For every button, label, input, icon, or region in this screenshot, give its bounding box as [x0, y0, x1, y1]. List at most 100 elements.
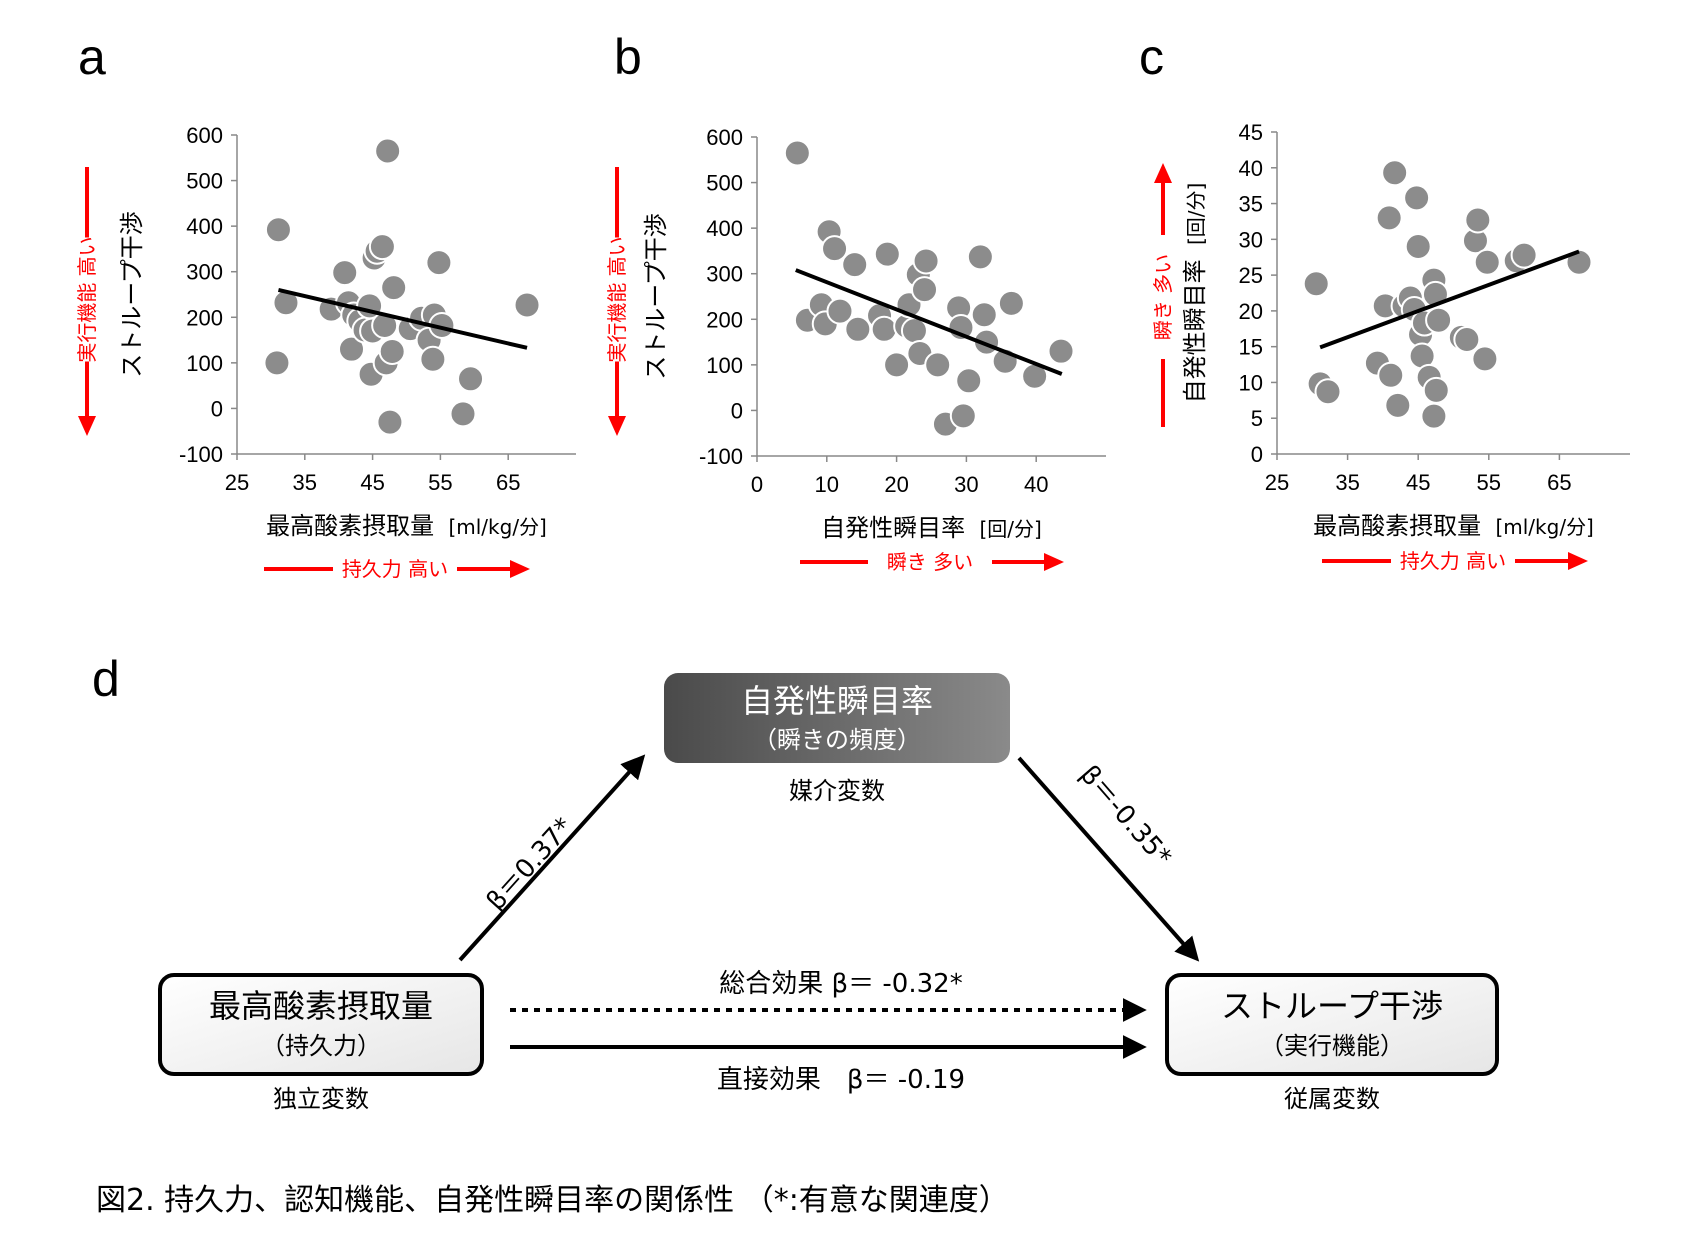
dependent-title: ストループ干渉 [1221, 987, 1443, 1025]
total-effect-label: 総合効果 β＝ -0.32* [719, 969, 962, 999]
y-axis-title: ストループ干渉 [642, 213, 670, 380]
dependent-box [1165, 973, 1499, 1076]
dependent-role: 従属変数 [1284, 1085, 1380, 1113]
data-point [1464, 206, 1492, 234]
data-point [873, 240, 901, 268]
data-point [911, 276, 939, 304]
path-b-label: β＝-0.35* [1074, 760, 1177, 872]
mediator-role: 媒介変数 [789, 777, 885, 805]
y-annotation-arrowhead [78, 416, 96, 436]
x-annotation-arrowhead [510, 560, 530, 578]
x-annotation-label: 持久力 高い [342, 557, 448, 581]
y-annotation-label: 実行機能 高い [605, 236, 629, 362]
data-point [997, 289, 1025, 317]
data-point [1403, 184, 1431, 212]
trend-line [277, 287, 528, 350]
x-annotation-arrowhead [1044, 553, 1064, 571]
y-tick-label: 600 [706, 125, 743, 150]
mediator-box [664, 673, 1010, 763]
data-point [368, 233, 396, 261]
y-tick-label: 200 [706, 307, 743, 332]
data-point [912, 247, 940, 275]
data-point [1422, 376, 1450, 404]
y-tick-label: 200 [186, 305, 223, 330]
data-point [1404, 232, 1432, 260]
x-axis-label: 最高酸素摂取量 [1313, 512, 1481, 540]
data-point [378, 337, 406, 365]
data-point [338, 335, 366, 363]
y-tick-label: 10 [1239, 370, 1263, 395]
panel-letter-b: b [614, 29, 642, 85]
x-axis-title: 最高酸素摂取量 [ml/kg/分] [1313, 512, 1594, 540]
x-tick-label: 25 [1265, 470, 1289, 495]
x-tick-label: 30 [954, 472, 978, 497]
y-annotation-label: 実行機能 高い [75, 236, 99, 362]
y-tick-label: 5 [1251, 406, 1263, 431]
y-tick-label: 300 [186, 260, 223, 285]
data-point [821, 235, 849, 263]
data-point [425, 249, 453, 277]
data-point [1375, 204, 1403, 232]
y-tick-label: 0 [1251, 442, 1263, 467]
y-tick-label: 400 [706, 216, 743, 241]
y-tick-label: 100 [186, 351, 223, 376]
x-tick-label: 10 [815, 472, 839, 497]
y-axis-title: ストループ干渉 [118, 211, 146, 378]
data-point [1047, 337, 1075, 365]
data-point [457, 365, 485, 393]
x-tick-label: 25 [225, 470, 249, 495]
x-annotation-label: 持久力 高い [1400, 549, 1506, 573]
x-tick-label: 20 [884, 472, 908, 497]
y-tick-label: 15 [1239, 335, 1263, 360]
x-annotation-label: 瞬き 多い [887, 550, 973, 574]
path-b-arrow [1017, 756, 1200, 962]
x-axis-label: 自発性瞬目率 [821, 514, 965, 542]
data-point [844, 315, 872, 343]
x-tick-label: 45 [1406, 470, 1430, 495]
data-point [449, 400, 477, 428]
panel-letter-d: d [92, 651, 120, 707]
data-point [1384, 391, 1412, 419]
x-annotation-arrowhead [1568, 552, 1588, 570]
path-a-arrow [458, 754, 646, 962]
y-annotation-arrowhead [608, 416, 626, 436]
x-annotation-bg [333, 555, 457, 583]
x-tick-label: 35 [1335, 470, 1359, 495]
x-tick-label: 35 [293, 470, 317, 495]
data-point [783, 139, 811, 167]
independent-subtitle: （持久力） [261, 1032, 381, 1060]
data-point [883, 351, 911, 379]
y-tick-label: 500 [706, 171, 743, 196]
panel-letter-a: a [78, 29, 106, 85]
data-point [1473, 248, 1501, 276]
data-point [1453, 326, 1481, 354]
scatter-chart-b: 600 500 400 300 200 100 0 -100 0 10 20 30 40 自発性瞬目率 [… [604, 125, 1106, 576]
y-tick-label: 20 [1239, 299, 1263, 324]
mediator-title: 自発性瞬目率 [741, 682, 933, 720]
data-point [841, 251, 869, 279]
x-tick-label: 55 [1477, 470, 1501, 495]
data-point [1314, 378, 1342, 406]
panel-letter-c: c [1139, 29, 1164, 85]
x-axis-title: 最高酸素摂取量 [ml/kg/分] [266, 512, 547, 540]
x-annotation-bg [868, 548, 992, 576]
direct-effect-label: 直接効果 β＝ -0.19 [717, 1065, 965, 1095]
y-tick-label: 40 [1239, 156, 1263, 181]
y-tick-label: 400 [186, 214, 223, 239]
data-point [966, 243, 994, 271]
data-point [1302, 270, 1330, 298]
y-axis-unit: [回/分] [1184, 183, 1208, 252]
mediation-diagram: 自発性瞬目率 （瞬きの頻度） 媒介変数 最高酸素摂取量 （持久力） 独立変数 ス… [158, 673, 1499, 1113]
data-point [1565, 248, 1593, 276]
y-axis-label: ストループ干渉 [642, 213, 670, 380]
y-axis-label: ストループ干渉 [118, 211, 146, 378]
y-tick-label: 30 [1239, 227, 1263, 252]
data-point [1377, 361, 1405, 389]
y-tick-label: -100 [699, 444, 743, 469]
x-tick-label: 65 [496, 470, 520, 495]
y-tick-label: 25 [1239, 263, 1263, 288]
data-point [513, 291, 541, 319]
trend-line [795, 268, 1063, 376]
